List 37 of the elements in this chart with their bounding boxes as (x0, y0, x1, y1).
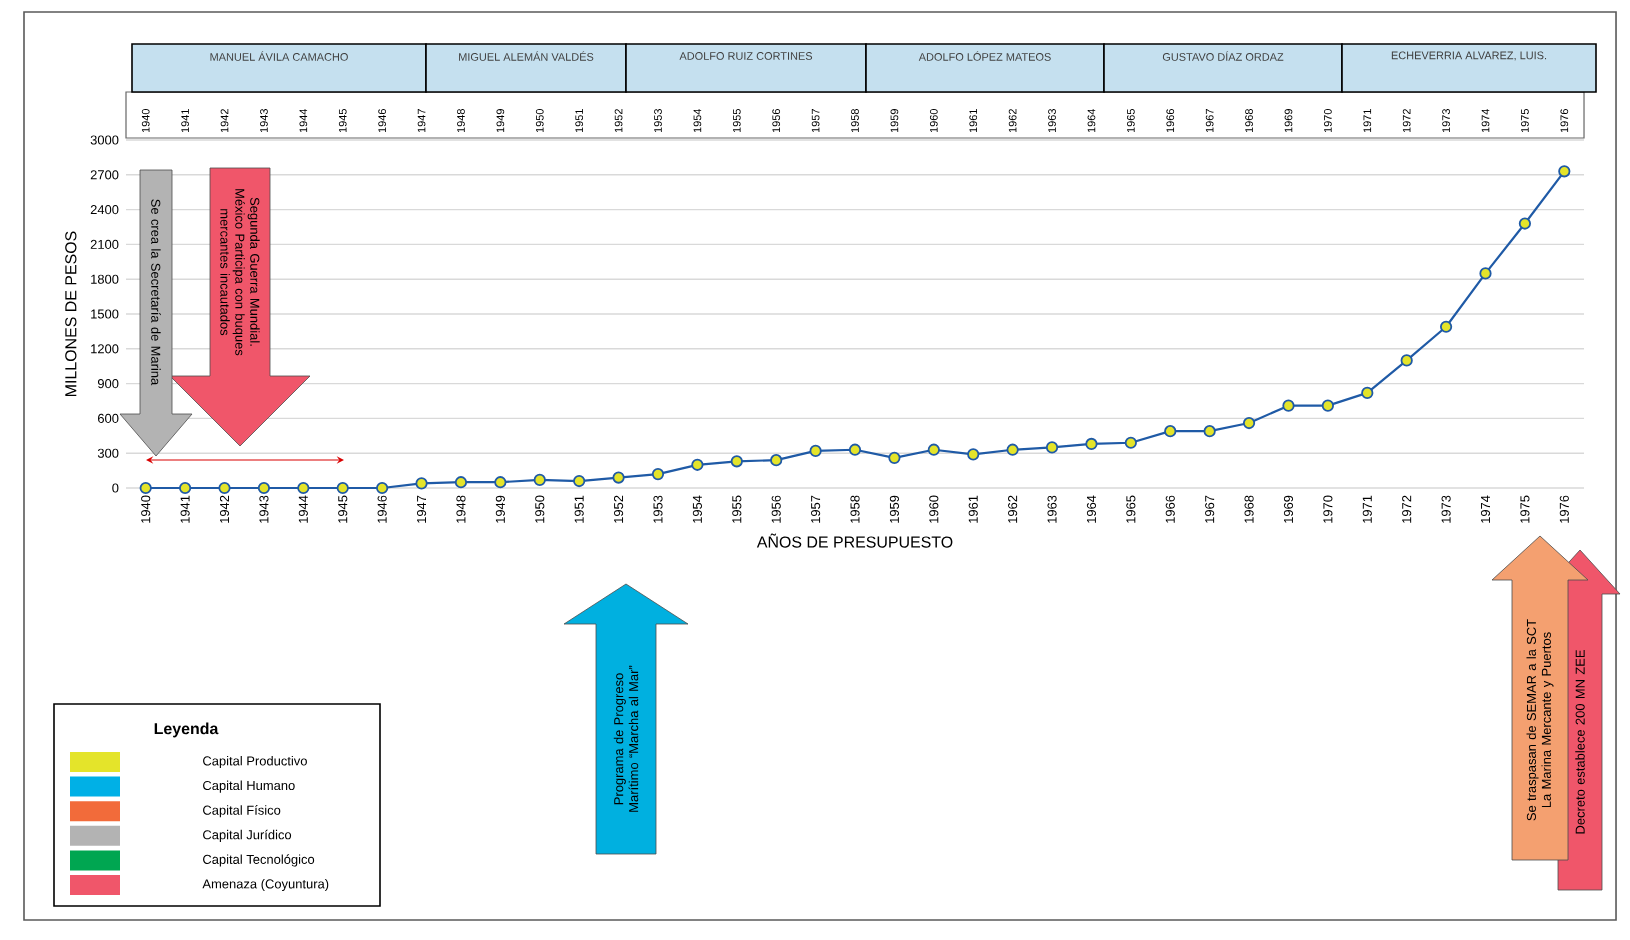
point (809, 444, 822, 457)
point (415, 477, 428, 490)
point (494, 476, 507, 489)
point (770, 454, 783, 467)
point (1282, 399, 1295, 412)
point (651, 467, 665, 481)
point (218, 481, 231, 495)
point (1006, 443, 1019, 456)
point (927, 443, 940, 456)
point (691, 458, 704, 471)
point (179, 481, 192, 495)
point (336, 481, 349, 495)
point (1558, 165, 1571, 178)
point (1045, 441, 1059, 454)
point (1361, 386, 1374, 399)
point (376, 481, 389, 495)
point (1479, 267, 1492, 280)
point (1321, 399, 1334, 412)
point (888, 451, 901, 464)
point (612, 471, 625, 484)
point (848, 443, 862, 456)
point (257, 481, 271, 495)
point (297, 481, 310, 495)
point (1203, 425, 1216, 438)
point (730, 455, 743, 468)
point (1124, 436, 1137, 449)
point (1164, 425, 1177, 438)
point (533, 473, 546, 486)
point (1400, 354, 1413, 367)
point (454, 476, 468, 489)
point (573, 474, 586, 488)
point (967, 448, 980, 461)
point (1242, 416, 1256, 430)
point (139, 481, 152, 495)
point (1439, 320, 1453, 333)
point (1085, 437, 1098, 451)
point (1518, 217, 1531, 230)
